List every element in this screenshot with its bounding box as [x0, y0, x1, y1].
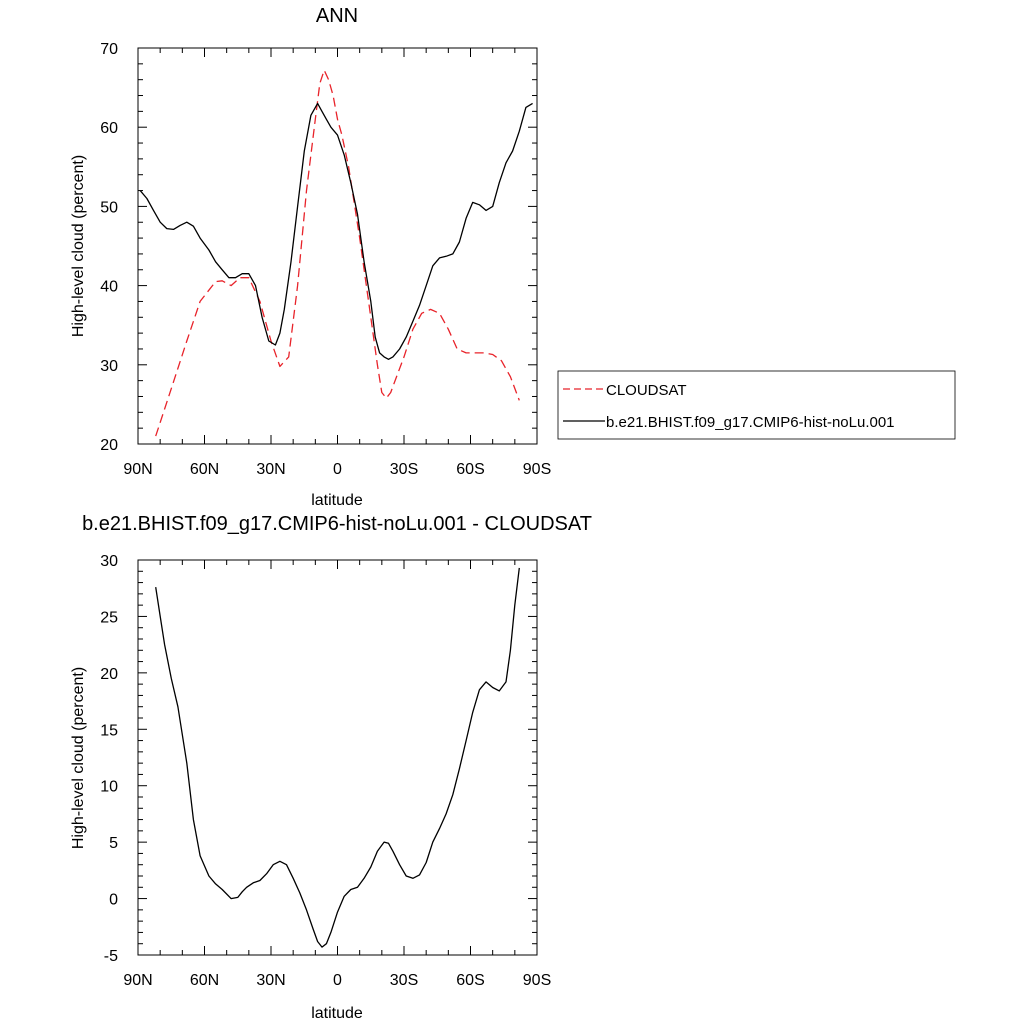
top-x-tick-labels: 90N 60N 30N 0 30S 60S 90S [123, 461, 551, 478]
x-tick-label: 60N [190, 972, 219, 989]
x-tick-label: 0 [333, 461, 342, 478]
bottom-plot-frame [137, 559, 538, 956]
y-tick-label: 0 [109, 892, 118, 909]
x-tick-label: 60N [190, 461, 219, 478]
x-tick-label: 60S [456, 461, 484, 478]
y-tick-label: 30 [100, 553, 118, 570]
x-tick-label: 30S [390, 972, 418, 989]
top-panel: ANN 90N 60N 30N 0 30S 60S 90S 20 30 40 50 60 70 lat… [70, 5, 551, 509]
x-tick-label: 30N [256, 461, 285, 478]
bottom-y-tick-labels: -5 0 5 10 15 20 25 30 [100, 553, 118, 965]
x-tick-label: 30S [390, 461, 418, 478]
top-plot-frame [137, 47, 538, 445]
top-y-tick-labels: 20 30 40 50 60 70 [100, 41, 118, 454]
bottom-chart-title: b.e21.BHIST.f09_g17.CMIP6-hist-noLu.001 … [82, 513, 592, 535]
bottom-x-axis-label: latitude [311, 1005, 363, 1022]
legend-box [557, 370, 956, 440]
x-tick-label: 0 [333, 972, 342, 989]
y-tick-label: -5 [104, 948, 118, 965]
difference-line [155, 567, 520, 948]
x-tick-label: 30N [256, 972, 285, 989]
y-tick-label: 25 [100, 609, 118, 626]
cloudsat-line [155, 69, 520, 437]
y-tick-label: 60 [100, 120, 118, 137]
bottom-panel: b.e21.BHIST.f09_g17.CMIP6-hist-noLu.001 … [70, 513, 592, 1022]
bottom-x-tick-labels: 90N 60N 30N 0 30S 60S 90S [123, 972, 551, 989]
y-tick-label: 40 [100, 279, 118, 296]
x-tick-label: 90S [523, 972, 551, 989]
y-tick-label: 10 [100, 779, 118, 796]
y-tick-label: 70 [100, 41, 118, 58]
top-tick-marks [137, 47, 538, 445]
bottom-series-group [155, 567, 520, 948]
top-x-axis-label: latitude [311, 492, 363, 509]
y-tick-label: 50 [100, 199, 118, 216]
y-tick-label: 20 [100, 437, 118, 454]
y-tick-label: 20 [100, 666, 118, 683]
x-tick-label: 90S [523, 461, 551, 478]
bottom-y-axis-label: High-level cloud (percent) [70, 667, 87, 849]
y-tick-label: 15 [100, 722, 118, 739]
x-tick-label: 90N [123, 461, 152, 478]
legend-label-cloudsat: CLOUDSAT [606, 382, 687, 399]
top-y-axis-label: High-level cloud (percent) [70, 155, 87, 337]
x-tick-label: 60S [456, 972, 484, 989]
legend-label-model: b.e21.BHIST.f09_g17.CMIP6-hist-noLu.001 [606, 414, 895, 431]
y-tick-label: 30 [100, 358, 118, 375]
legend: CLOUDSAT b.e21.BHIST.f09_g17.CMIP6-hist-… [557, 370, 956, 440]
top-chart-title: ANN [316, 5, 358, 27]
x-tick-label: 90N [123, 972, 152, 989]
model-line [139, 102, 533, 360]
top-series-group [139, 69, 533, 437]
bottom-tick-marks [137, 559, 538, 956]
y-tick-label: 5 [109, 835, 118, 852]
